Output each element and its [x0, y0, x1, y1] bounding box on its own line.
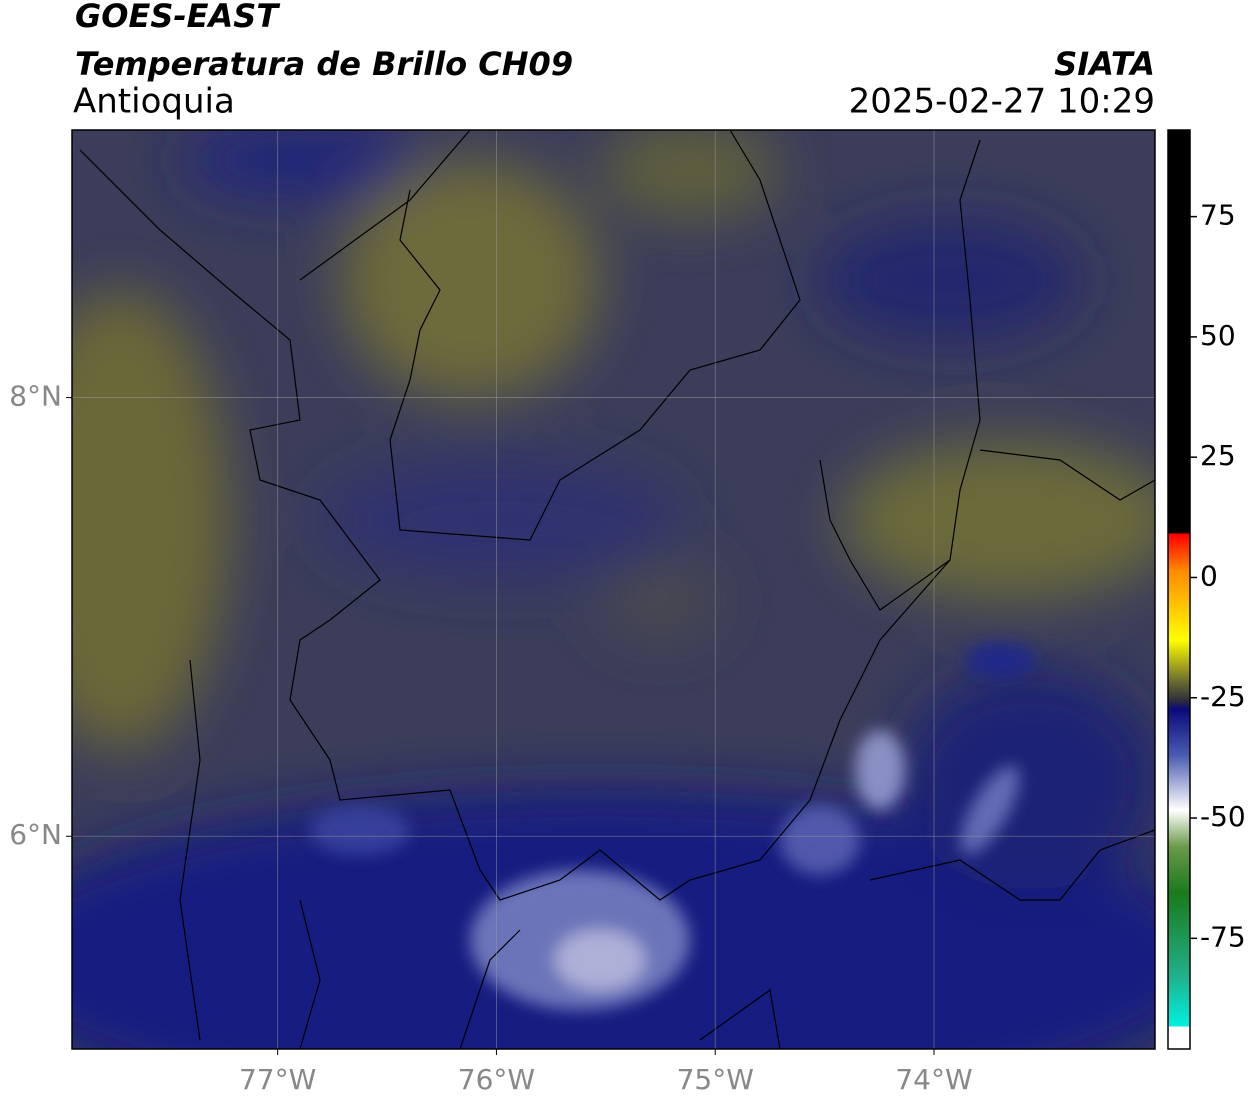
region: Antioquia	[73, 82, 235, 122]
map-frame	[71, 129, 1156, 1050]
colorbar-tick-label: -25	[1200, 680, 1246, 713]
y-tick-label: 6°N	[9, 818, 62, 851]
source: SIATA	[1054, 45, 1155, 83]
x-tick-label: 74°W	[895, 1063, 972, 1096]
colorbar-tick-label: 75	[1200, 199, 1236, 232]
product: Temperatura de Brillo CH09	[75, 45, 573, 83]
x-tick-label: 77°W	[239, 1063, 316, 1096]
datetime: 2025-02-27 10:29	[849, 82, 1155, 122]
x-tick-label: 75°W	[677, 1063, 754, 1096]
colorbar-tick-label: 0	[1200, 559, 1218, 592]
satellite-image	[72, 130, 1155, 1049]
colorbar-tick-label: 25	[1200, 439, 1236, 472]
satellite: GOES-EAST	[75, 0, 280, 35]
colorbar-tick-label: -50	[1200, 800, 1246, 833]
colorbar	[1167, 129, 1191, 1050]
colorbar-tick-label: 50	[1200, 319, 1236, 352]
x-tick-label: 76°W	[458, 1063, 535, 1096]
graticule	[72, 130, 1155, 1049]
y-tick-label: 8°N	[9, 380, 62, 413]
colorbar-tick-label: -75	[1200, 920, 1246, 953]
borders	[79, 130, 1155, 1049]
